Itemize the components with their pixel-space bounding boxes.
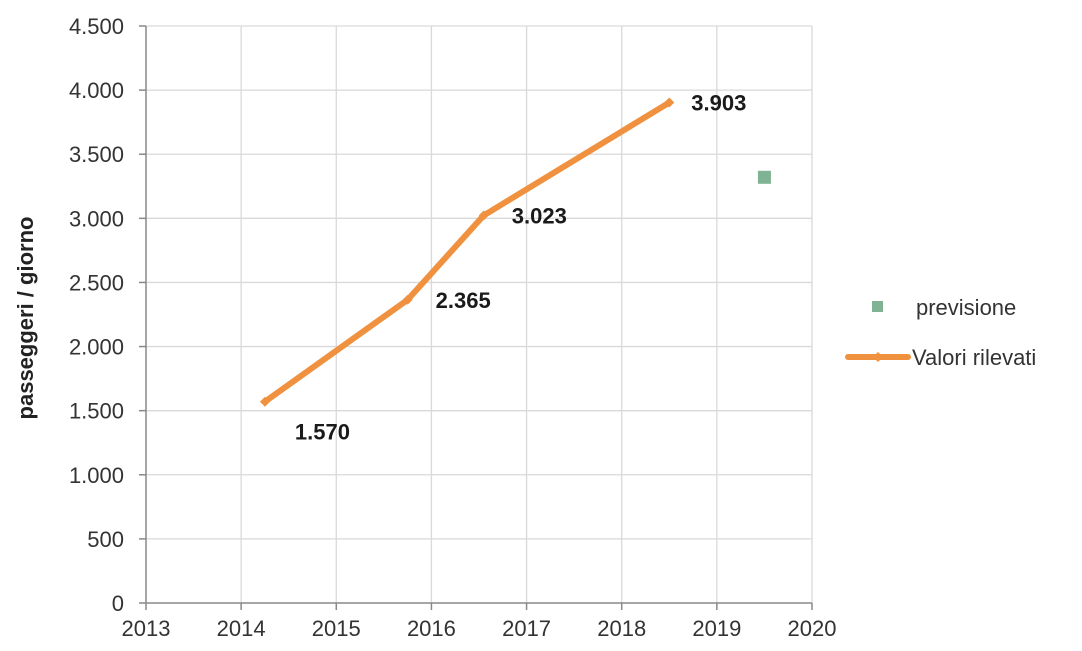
data-point-marker: [259, 396, 270, 407]
data-point-marker: [478, 210, 489, 221]
data-point-previsione: [757, 170, 771, 184]
data-label: 3.903: [691, 91, 746, 116]
data-label: 2.365: [436, 288, 491, 313]
y-axis-title: passeggeri / giorno: [13, 217, 38, 420]
x-tick-label: 2019: [692, 616, 741, 641]
y-tick-label: 500: [87, 527, 124, 552]
legend-label-valori-rilevati: Valori rilevati: [912, 345, 1036, 370]
x-tick-label: 2018: [597, 616, 646, 641]
y-tick-label: 4.500: [69, 14, 124, 39]
axes: 0 500 1.000 1.500 2.000 2.500 3.000 3.500 4.000 4…: [69, 14, 837, 641]
series-line-valori-rilevati: [261, 99, 673, 405]
x-tick-label: 2013: [122, 616, 171, 641]
y-tick-label: 4.000: [69, 78, 124, 103]
y-tick-label: 1.500: [69, 399, 124, 424]
data-point-marker: [664, 97, 675, 108]
legend-marker-valori-rilevati: [873, 352, 883, 362]
legend-label-previsione: previsione: [916, 295, 1016, 320]
data-point-marker: [402, 294, 413, 305]
y-tick-label: 2.500: [69, 270, 124, 295]
series: [259, 97, 771, 407]
y-tick-label: 3.500: [69, 142, 124, 167]
x-tick-label: 2020: [788, 616, 837, 641]
data-label: 3.023: [512, 203, 567, 228]
y-tick-label: 2.000: [69, 335, 124, 360]
x-tick-label: 2016: [407, 616, 456, 641]
legend: previsione Valori rilevati: [845, 295, 1036, 370]
data-labels: 1.570 2.365 3.023 3.903: [295, 91, 746, 445]
y-tick-label: 0: [112, 591, 124, 616]
x-tick-label: 2015: [312, 616, 361, 641]
legend-marker-previsione: [872, 301, 883, 312]
x-tick-label: 2017: [502, 616, 551, 641]
y-tick-label: 3.000: [69, 206, 124, 231]
y-tick-label: 1.000: [69, 463, 124, 488]
x-tick-label: 2014: [217, 616, 266, 641]
data-label: 1.570: [295, 420, 350, 445]
